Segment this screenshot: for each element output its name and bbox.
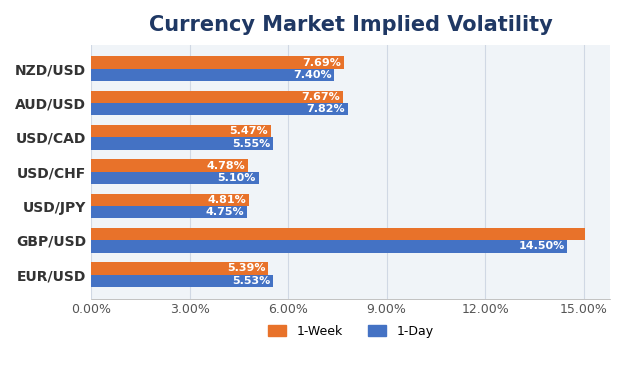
Bar [91,228,586,240]
Bar [91,262,268,274]
Bar [91,194,249,206]
Bar [91,274,272,287]
Bar [91,240,568,253]
Bar [91,69,334,81]
Text: 7.69%: 7.69% [302,58,341,68]
Legend: 1-Week, 1-Day: 1-Week, 1-Day [262,320,438,343]
Text: 7.82%: 7.82% [307,104,345,114]
Text: 4.81%: 4.81% [208,195,246,205]
Title: Currency Market Implied Volatility: Currency Market Implied Volatility [149,15,552,35]
Text: 7.40%: 7.40% [293,70,331,80]
Bar [91,103,348,115]
Bar [91,91,343,103]
Text: 4.75%: 4.75% [206,207,244,217]
Text: 4.78%: 4.78% [207,161,246,171]
Text: 5.55%: 5.55% [232,139,271,149]
Bar [91,56,344,69]
Bar [91,137,273,150]
Text: 5.53%: 5.53% [232,276,270,286]
Text: 7.67%: 7.67% [301,92,340,102]
Bar [91,206,247,218]
Text: 14.50%: 14.50% [518,242,564,252]
Bar [91,159,248,172]
Bar [91,125,271,137]
Text: 5.39%: 5.39% [227,264,266,273]
Text: 5.10%: 5.10% [217,173,256,183]
Bar [91,172,259,184]
Text: 5.47%: 5.47% [229,126,268,136]
